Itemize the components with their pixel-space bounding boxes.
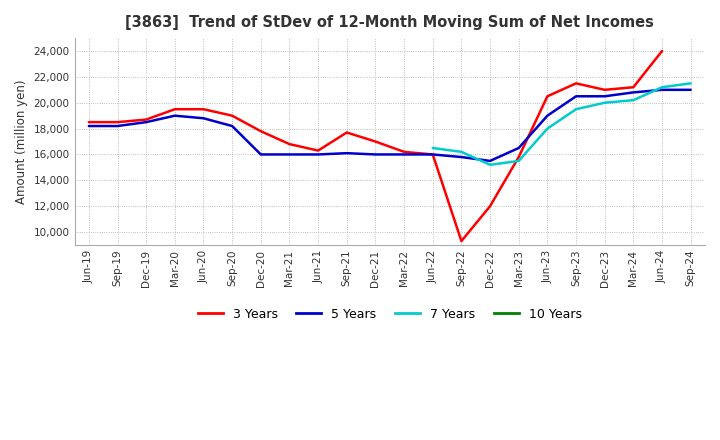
3 Years [314,148,323,153]
5 Years [400,152,408,157]
5 Years [199,116,208,121]
5 Years [686,87,695,92]
3 Years [142,117,150,122]
5 Years [343,150,351,156]
5 Years [285,152,294,157]
3 Years [343,130,351,135]
3 Years [113,120,122,125]
3 Years [657,48,666,54]
5 Years [629,90,638,95]
5 Years [543,113,552,118]
5 Years [142,120,150,125]
3 Years [629,84,638,90]
3 Years [457,238,466,244]
7 Years [629,98,638,103]
3 Years [371,139,379,144]
Y-axis label: Amount (million yen): Amount (million yen) [15,79,28,204]
Line: 3 Years: 3 Years [89,51,662,241]
3 Years [600,87,609,92]
Line: 5 Years: 5 Years [89,90,690,161]
3 Years [228,113,236,118]
Title: [3863]  Trend of StDev of 12-Month Moving Sum of Net Incomes: [3863] Trend of StDev of 12-Month Moving… [125,15,654,30]
5 Years [113,123,122,128]
5 Years [314,152,323,157]
7 Years [686,81,695,86]
5 Years [428,152,437,157]
3 Years [285,142,294,147]
3 Years [84,120,93,125]
5 Years [572,94,580,99]
5 Years [600,94,609,99]
5 Years [256,152,265,157]
7 Years [457,149,466,154]
5 Years [514,145,523,150]
7 Years [657,84,666,90]
5 Years [228,123,236,128]
Line: 7 Years: 7 Years [433,83,690,165]
7 Years [428,145,437,150]
5 Years [657,87,666,92]
3 Years [486,204,495,209]
5 Years [486,158,495,164]
5 Years [171,113,179,118]
7 Years [514,158,523,164]
3 Years [171,106,179,112]
7 Years [600,100,609,106]
7 Years [543,126,552,131]
3 Years [428,152,437,157]
3 Years [256,128,265,134]
3 Years [514,154,523,160]
7 Years [486,162,495,168]
3 Years [543,94,552,99]
5 Years [457,154,466,160]
3 Years [400,149,408,154]
3 Years [572,81,580,86]
7 Years [572,106,580,112]
Legend: 3 Years, 5 Years, 7 Years, 10 Years: 3 Years, 5 Years, 7 Years, 10 Years [192,303,587,326]
5 Years [84,123,93,128]
3 Years [199,106,208,112]
5 Years [371,152,379,157]
